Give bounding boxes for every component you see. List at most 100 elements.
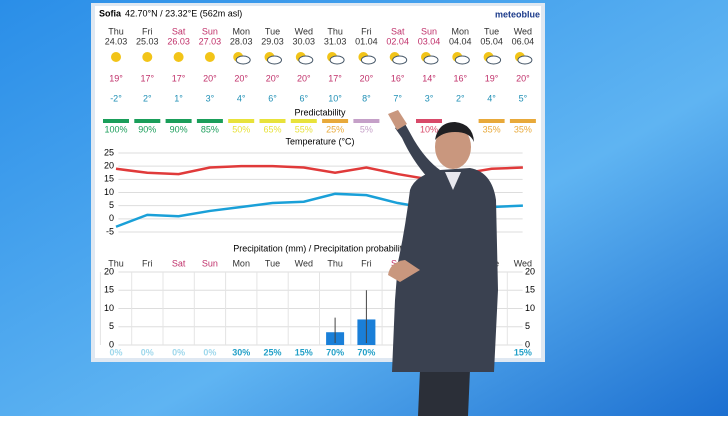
max-temp: 20°: [266, 73, 280, 83]
min-temp: 4°: [237, 93, 246, 103]
y-tick-label: 10: [104, 303, 114, 313]
day-name: Tue: [265, 26, 280, 36]
weather-icon-cloud: [298, 55, 314, 65]
predictability-bar: [259, 119, 286, 123]
y-tick-label: 15: [104, 285, 114, 295]
y-tick-label: 20: [104, 161, 114, 171]
location: Sofia: [99, 8, 122, 18]
predictability-bar: [196, 119, 223, 123]
date: 24.03: [105, 36, 128, 46]
presenter-hair: [435, 122, 474, 142]
presenter-hand-left: [388, 260, 420, 282]
predictability-label: 65%: [263, 124, 281, 134]
x-tick-label: Tue: [265, 258, 280, 268]
x-tick-label: Fri: [142, 258, 153, 268]
min-temp: 2°: [456, 93, 465, 103]
day-name: Sun: [202, 26, 218, 36]
date: 28.03: [230, 36, 253, 46]
date: 27.03: [199, 36, 222, 46]
x-tick-label: Wed: [514, 258, 532, 268]
probability-label: 0%: [109, 347, 122, 357]
y-tick-label: 20: [104, 266, 114, 276]
min-temp: 8°: [362, 93, 371, 103]
date: 06.04: [512, 36, 535, 46]
y-tick-label: 5: [109, 200, 114, 210]
max-temp: 20°: [297, 73, 311, 83]
predictability-label: 85%: [201, 124, 219, 134]
x-tick-label: Thu: [327, 258, 343, 268]
brand: meteoblue: [495, 9, 540, 19]
date: 02.04: [386, 36, 409, 46]
max-temp: 20°: [516, 73, 530, 83]
predictability-bar: [478, 119, 505, 123]
min-temp: 10°: [328, 93, 342, 103]
y-tick-label: 25: [104, 147, 114, 157]
max-temp: 17°: [140, 73, 154, 83]
chart-title: Precipitation (mm) / Precipitation proba…: [233, 243, 407, 253]
predictability-label: 5%: [360, 124, 373, 134]
y2-tick-label: 20: [525, 266, 535, 276]
predictability-label: 35%: [514, 124, 532, 134]
y-tick-label: 0: [109, 213, 114, 223]
x-tick-label: Sat: [172, 258, 186, 268]
max-temp: 19°: [109, 73, 123, 83]
presenter-body: [392, 168, 498, 372]
min-temp: 4°: [487, 93, 496, 103]
presenter-hand: [388, 110, 407, 130]
date: 05.04: [480, 36, 503, 46]
predictability-label: 50%: [232, 124, 250, 134]
probability-label: 70%: [357, 347, 375, 357]
x-tick-label: Wed: [295, 258, 313, 268]
min-temp: 6°: [299, 93, 308, 103]
weather-icon: [204, 52, 215, 62]
max-temp: 19°: [485, 73, 499, 83]
day-name: Fri: [361, 26, 372, 36]
y2-tick-label: 5: [525, 321, 530, 331]
weather-icon-cloud: [486, 55, 502, 65]
weather-icon-cloud: [454, 55, 470, 65]
y-tick-label: 0: [109, 339, 114, 349]
predictability-label: 100%: [104, 124, 127, 134]
probability-label: 15%: [295, 347, 313, 357]
date: 25.03: [136, 36, 159, 46]
day-name: Mon: [452, 26, 470, 36]
presenter-arm: [395, 122, 440, 178]
day-name: Thu: [108, 26, 124, 36]
y-tick-label: -5: [106, 226, 114, 236]
predictability-bar: [353, 119, 380, 123]
weather-icon-cloud: [267, 55, 282, 65]
predictability-bar: [165, 119, 192, 123]
max-temp: 16°: [391, 73, 405, 83]
y-tick-label: 10: [104, 187, 114, 197]
day-name: Wed: [295, 26, 313, 36]
y-tick-label: 15: [104, 174, 114, 184]
min-temp: 3°: [425, 93, 434, 103]
min-temp: 5°: [519, 93, 528, 103]
predictability-label: 55%: [295, 124, 313, 134]
predictability-label: 10%: [420, 124, 438, 134]
probability-label: 70%: [326, 347, 344, 357]
presenter: [388, 110, 498, 416]
max-temp: 16°: [453, 73, 467, 83]
predictability-bar: [509, 119, 536, 123]
day-name: Wed: [514, 26, 532, 36]
max-temp: 20°: [234, 73, 248, 83]
predictability-label: 90%: [138, 124, 156, 134]
y2-tick-label: 15: [525, 285, 535, 295]
max-temp: 20°: [203, 73, 217, 83]
probability-label: 0%: [203, 347, 216, 357]
coords: 42.70°N / 23.32°E (562m asl): [125, 8, 242, 18]
weather-icon-cloud: [329, 55, 345, 65]
date: 29.03: [261, 36, 284, 46]
predictability-bar: [416, 119, 442, 123]
min-temp: -2°: [110, 93, 122, 103]
date: 30.03: [293, 36, 316, 46]
presenter-legs: [418, 370, 470, 416]
max-temp: 14°: [422, 73, 436, 83]
day-name: Thu: [327, 26, 343, 36]
weather-icon-cloud: [517, 55, 533, 65]
day-name: Fri: [142, 26, 153, 36]
probability-label: 0%: [172, 347, 185, 357]
weather-icon: [173, 52, 184, 62]
y2-tick-label: 0: [525, 339, 530, 349]
